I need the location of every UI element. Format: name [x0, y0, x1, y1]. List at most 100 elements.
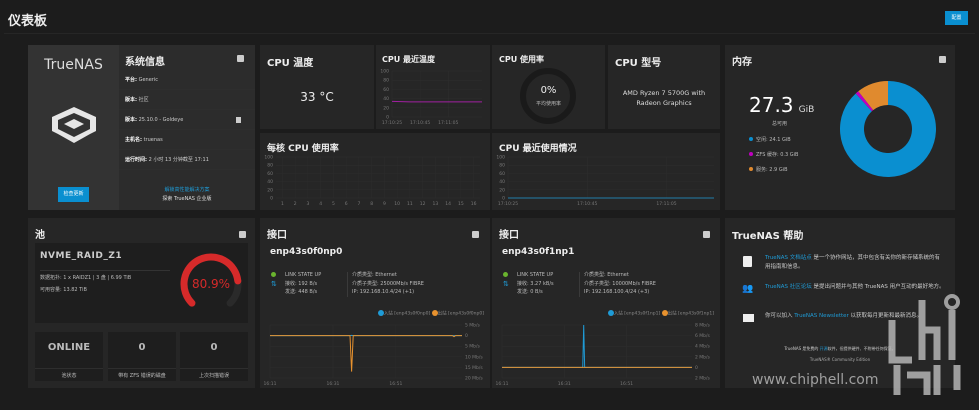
legend-dot-in[interactable]	[377, 310, 384, 316]
legend-dot-in[interactable]	[607, 310, 614, 316]
interface-stats: LINK STATE UP 接收: 192 B/s 发送: 448 B/s	[285, 271, 321, 297]
y-tick-label: 8 Mb/s	[695, 323, 711, 329]
x-tick-label: 17:10:45	[410, 120, 430, 126]
x-tick-label: 17:10:25	[498, 201, 518, 207]
forum-link[interactable]: TrueNAS 社区论坛	[765, 284, 812, 290]
reports-icon[interactable]	[237, 55, 244, 62]
stat-label: 带有 ZFS 错误的磁盘	[118, 373, 166, 379]
pool-usage-text: 80.9%	[191, 277, 231, 291]
x-tick-label: 16:31	[558, 381, 571, 387]
cpu-model-card: CPU 型号 AMD Ryzen 7 5700G with Radeon Gra…	[608, 45, 720, 129]
legend-in[interactable]: 入站 [enp43s0f1np1]	[613, 311, 661, 317]
y-tick-label: 6 Mb/s	[695, 333, 711, 339]
interface-traffic-chart: 5 Mb/s 0 5 Mb/s 10 Mb/s 15 Mb/s 20 Mb/s 16:11 1…	[264, 323, 484, 388]
solutions-link[interactable]: 解锁高性能解决方案	[164, 187, 210, 193]
x-tick-label: 16:11	[496, 381, 509, 387]
version-row: 版本: 25.10.0 - Goldeye	[119, 110, 255, 130]
x-tick-label: 17:10:25	[382, 120, 402, 126]
value: 1 x RAIDZ1 | 3 盘 | 6.99 TiB	[63, 275, 132, 281]
reports-icon[interactable]	[239, 231, 246, 238]
y-tick-label: 5 Mb/s	[465, 323, 481, 329]
truenas-logo-text: TrueNAS	[44, 57, 103, 73]
y-tick-label: 20	[383, 105, 389, 111]
interface-traffic-chart: 8 Mb/s 6 Mb/s 4 Mb/s 2 Mb/s 0 2 Mb/s 16:11 16:3…	[496, 323, 711, 388]
interface-name: enp43s0f0np0	[270, 247, 343, 257]
chart-legend: 入站 [enp43s0f1np1] 出站 [enp43s0f1np1]	[607, 310, 714, 317]
clipboard-icon	[743, 256, 752, 267]
configure-button[interactable]: 配置	[945, 11, 968, 25]
value: 448 B/s	[298, 289, 318, 295]
cpu-recent-temp-card: CPU 最近温度 100 80 60 40 20 0 17:10:25 17:10:45 17:…	[376, 45, 490, 129]
legend-out[interactable]: 出站 [enp43s0f0np0]	[437, 311, 484, 317]
y-tick-label: 100	[496, 155, 505, 161]
pool-status-stat: ONLINE 池状态	[35, 332, 103, 381]
y-tick-label: 10 Mb/s	[465, 354, 483, 360]
help-title: TrueNAS 帮助	[732, 231, 804, 242]
value: 社区	[138, 97, 149, 103]
interface-card-0: 接口 enp43s0f0np0 ⇅ LINK STATE UP 接收: 192 …	[260, 218, 490, 388]
label: 运行时间:	[125, 157, 147, 163]
cpu-temp-title: CPU 温度	[267, 58, 314, 69]
interface-stats: LINK STATE UP 接收: 3.27 kB/s 发送: 0 B/s	[517, 271, 554, 297]
cpu-usage-caption: 平均使用率	[535, 101, 561, 107]
cpu-recent-temp-title: CPU 最近温度	[382, 55, 436, 64]
stat-label: 上次扫描错误	[198, 373, 229, 379]
cpu-recent-usage-card: CPU 最近使用情况 100 80 60 40 20 0 17:10:25 17:10:45 1…	[492, 133, 720, 210]
link-up-icon	[271, 272, 276, 277]
y-tick-label: 40	[267, 179, 273, 185]
stat-value: 0	[138, 342, 146, 353]
media-subtype: 介质子类型: 10000Mb/s FIBRE	[584, 280, 656, 287]
x-tick-label: 5	[332, 201, 335, 207]
y-tick-label: 20	[267, 187, 273, 193]
copy-icon[interactable]	[236, 117, 241, 123]
reports-icon[interactable]	[939, 56, 946, 63]
legend-dot-out[interactable]	[431, 310, 438, 316]
reports-icon[interactable]	[472, 231, 479, 238]
interface-media: 介质类型: Ethernet 介质子类型: 10000Mb/s FIBRE IP…	[584, 271, 656, 297]
help-newsletter: 你可以加入 TrueNAS Newsletter 以获取每月更新和最新消息。	[765, 312, 950, 321]
cpu-usage-value: 0%	[540, 85, 557, 96]
memory-card: 内存 27.3 GiB 总可用 空闲: 24.1 GiB ZFS 缓存: 0.3…	[725, 45, 955, 210]
chart-legend: 入站 [enp43s0f0np0] 出站 [enp43s0f0np0]	[377, 310, 484, 317]
newsletter-link[interactable]: TrueNAS Newsletter	[794, 313, 849, 319]
pool-usable: 可用容量: 13.82 TiB	[40, 286, 87, 293]
pool-name: NVME_RAID_Z1	[40, 251, 123, 261]
tx-rate: 发送: 448 B/s	[285, 288, 321, 297]
legend-item: 服务: 2.9 GiB	[749, 166, 799, 181]
y-tick-label: 2 Mb/s	[695, 376, 711, 382]
check-update-button[interactable]: 检查更新	[58, 187, 89, 202]
x-tick-label: 14	[445, 201, 451, 207]
x-tick-label: 17:11:05	[656, 201, 676, 207]
per-core-card: 每核 CPU 使用率 100 80 60 40 20 0 1 2 3 4 5 6 7 8 9 10 11 12 13…	[260, 133, 490, 210]
x-tick-label: 16:51	[389, 381, 402, 387]
docs-link[interactable]: TrueNAS 文档站点	[765, 255, 812, 261]
legend-in[interactable]: 入站 [enp43s0f0np0]	[383, 311, 431, 317]
memory-unit: GiB	[798, 105, 815, 115]
x-tick-label: 1	[281, 201, 284, 207]
pool-layout: 数据拓扑: 1 x RAIDZ1 | 3 盘 | 6.99 TiB	[40, 274, 131, 281]
media-subtype: 介质子类型: 25000Mb/s FIBRE	[352, 280, 424, 287]
x-tick-label: 11	[407, 201, 413, 207]
x-tick-label: 16	[471, 201, 477, 207]
reports-icon[interactable]	[703, 231, 710, 238]
x-tick-label: 13	[433, 201, 439, 207]
memory-total-value: 27.3	[749, 93, 794, 117]
x-tick-label: 17:11:05	[438, 120, 458, 126]
cpu-model-title: CPU 型号	[615, 58, 662, 69]
x-tick-label: 16:11	[264, 381, 277, 387]
page-title: 仪表板	[8, 14, 48, 29]
enterprise-link[interactable]: 探索 TrueNAS 企业版	[162, 196, 212, 202]
open-source-link[interactable]: 开源	[819, 346, 828, 351]
legend-out[interactable]: 出站 [enp43s0f1np1]	[667, 311, 714, 317]
donut-slice	[855, 91, 874, 112]
stat-value: ONLINE	[47, 342, 91, 353]
label: 主机名:	[125, 137, 142, 143]
legend-label: 空闲: 24.1 GiB	[756, 137, 791, 143]
help-forum: TrueNAS 社区论坛 是提出问题并与其他 TrueNAS 用户互动的最好地方…	[765, 283, 945, 292]
help-text: 你可以加入	[765, 313, 795, 319]
link-state: LINK STATE UP	[285, 272, 322, 278]
y-tick-label: 0	[270, 196, 273, 202]
y-tick-label: 0	[695, 365, 698, 371]
legend-dot-out[interactable]	[661, 310, 668, 316]
